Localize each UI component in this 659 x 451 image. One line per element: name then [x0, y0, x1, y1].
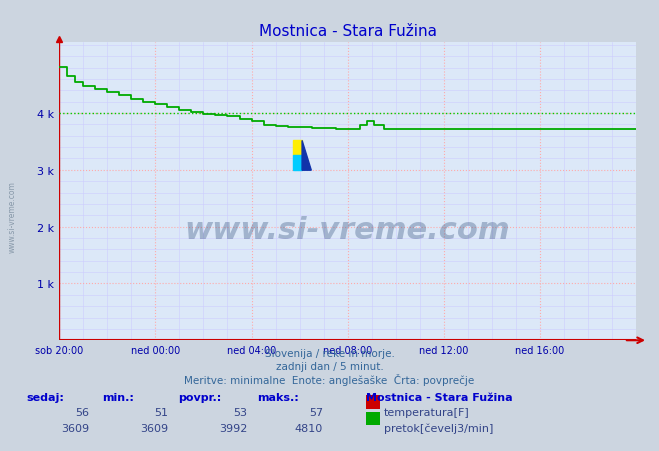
Text: temperatura[F]: temperatura[F]: [384, 407, 469, 417]
Text: Slovenija / reke in morje.: Slovenija / reke in morje.: [264, 348, 395, 358]
Text: 51: 51: [154, 407, 168, 417]
Text: pretok[čevelj3/min]: pretok[čevelj3/min]: [384, 423, 493, 433]
Text: sedaj:: sedaj:: [26, 392, 64, 402]
Text: www.si-vreme.com: www.si-vreme.com: [8, 180, 17, 253]
Bar: [293, 156, 302, 171]
Text: 3609: 3609: [140, 423, 168, 433]
Bar: [293, 141, 302, 156]
Text: Mostnica - Stara Fužina: Mostnica - Stara Fužina: [366, 392, 512, 402]
Text: 4810: 4810: [295, 423, 323, 433]
Text: 57: 57: [309, 407, 323, 417]
Text: www.si-vreme.com: www.si-vreme.com: [185, 216, 511, 245]
Title: Mostnica - Stara Fužina: Mostnica - Stara Fužina: [258, 24, 437, 39]
Text: povpr.:: povpr.:: [178, 392, 221, 402]
Text: Meritve: minimalne  Enote: anglešaške  Črta: povprečje: Meritve: minimalne Enote: anglešaške Črt…: [185, 373, 474, 386]
Text: min.:: min.:: [102, 392, 134, 402]
Text: maks.:: maks.:: [257, 392, 299, 402]
Text: 56: 56: [75, 407, 89, 417]
Text: zadnji dan / 5 minut.: zadnji dan / 5 minut.: [275, 361, 384, 371]
Polygon shape: [302, 141, 311, 171]
Text: 3609: 3609: [61, 423, 89, 433]
Text: 3992: 3992: [219, 423, 247, 433]
Text: 53: 53: [233, 407, 247, 417]
